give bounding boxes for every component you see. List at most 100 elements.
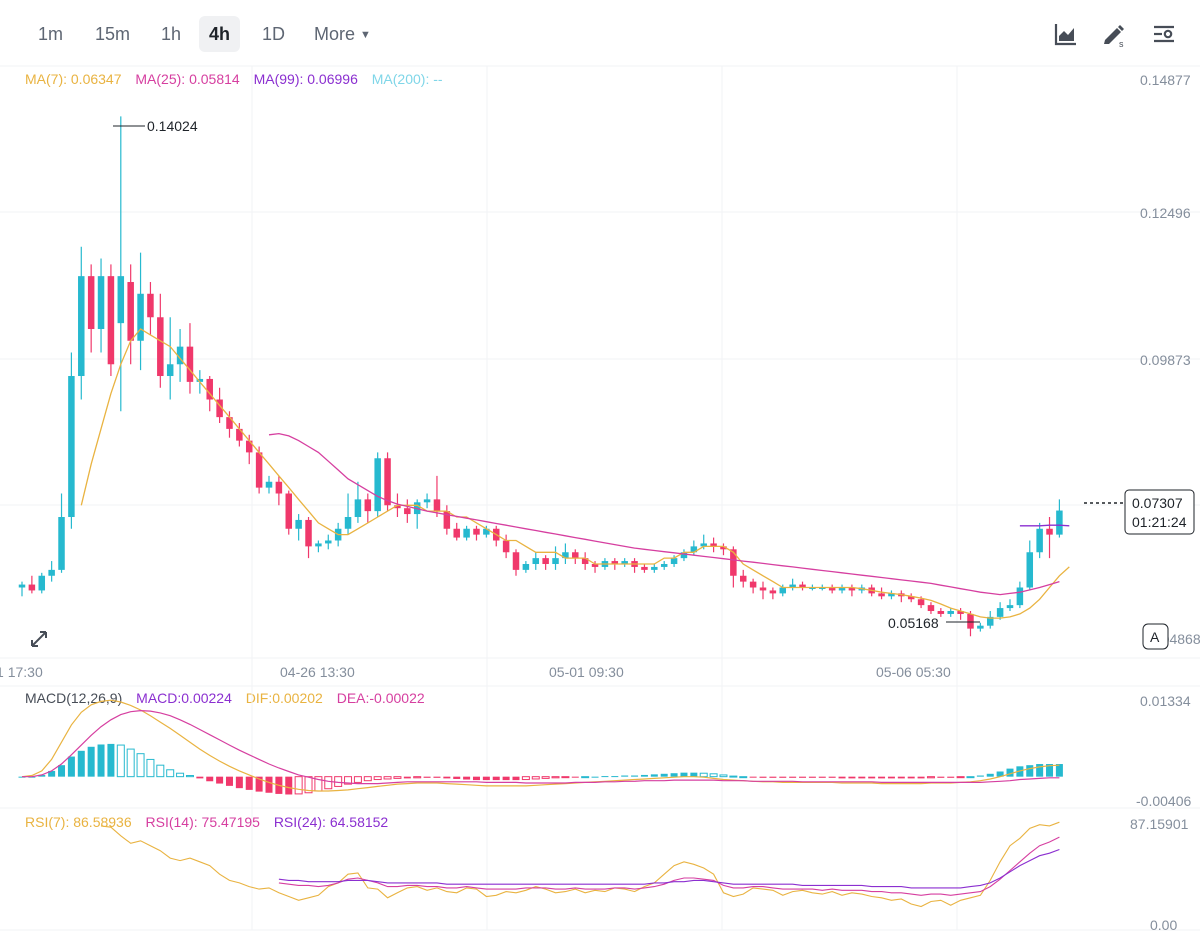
- macd-histogram-bar: [87, 746, 95, 777]
- candle-body: [502, 540, 510, 553]
- legend-ma99: MA(99): 0.06996: [253, 71, 358, 87]
- candle-body: [216, 399, 223, 418]
- chart-style-icon[interactable]: [1052, 20, 1080, 48]
- macd-histogram-bar: [868, 776, 876, 779]
- macd-histogram-bar: [571, 776, 579, 778]
- candle-body: [285, 493, 293, 529]
- candle-body: [591, 564, 599, 567]
- candle-body: [38, 575, 46, 591]
- timeframe-4h[interactable]: 4h: [199, 16, 241, 52]
- macd-histogram-bar: [759, 776, 767, 778]
- macd-histogram-bar: [976, 775, 984, 777]
- candle: [898, 590, 905, 603]
- candle: [68, 352, 75, 529]
- macd-histogram-bar: [413, 776, 422, 779]
- fullscreen-icon[interactable]: [24, 622, 56, 654]
- candle-body: [433, 499, 441, 512]
- auto-scale-label: A: [1150, 629, 1160, 645]
- low-marker-label: 0.05168: [888, 615, 939, 631]
- candle: [591, 561, 599, 573]
- macd-histogram-bar: [907, 776, 915, 779]
- candle: [58, 493, 65, 573]
- legend-ma200: MA(200): --: [371, 71, 443, 87]
- toolbar: 1m 15m 1h 4h 1D More ▼ s: [0, 0, 1200, 66]
- timeframe-15m[interactable]: 15m: [95, 24, 131, 44]
- candle-body: [749, 581, 757, 588]
- candle-body: [581, 558, 589, 565]
- macd-histogram-bar: [423, 776, 431, 778]
- timeframe-1m[interactable]: 1m: [38, 24, 64, 44]
- macd-histogram-bar: [107, 743, 115, 777]
- candle-body: [295, 519, 302, 529]
- rsi-label-top: 87.15901: [1130, 816, 1189, 832]
- candle: [117, 116, 125, 412]
- draw-icon[interactable]: s: [1100, 20, 1128, 48]
- candle-body: [977, 625, 984, 629]
- macd-histogram-bar: [1026, 765, 1034, 777]
- macd-histogram-bar: [611, 776, 619, 778]
- macd-histogram-bar: [680, 772, 688, 777]
- candle: [641, 564, 648, 573]
- macd-histogram-bar: [383, 776, 392, 780]
- macd-histogram-bar: [393, 776, 402, 779]
- candle: [1006, 599, 1014, 612]
- macd-histogram-bar: [808, 776, 816, 778]
- timeframe-1h[interactable]: 1h: [161, 24, 182, 44]
- legend-macd-value: MACD:0.00224: [136, 690, 232, 706]
- candle-body: [878, 593, 885, 597]
- macd-histogram-bar: [926, 776, 935, 779]
- candle: [502, 534, 510, 559]
- legend-ma25: MA(25): 0.05814: [135, 71, 240, 87]
- candle-body: [28, 584, 36, 591]
- legend-rsi24: RSI(24): 64.58152: [273, 814, 389, 830]
- macd-histogram-bar: [541, 776, 550, 779]
- rsi24-line: [278, 848, 1060, 889]
- macd-histogram-bar: [185, 775, 194, 778]
- macd-histogram-bar: [749, 776, 757, 778]
- candle: [532, 552, 540, 570]
- candle: [315, 540, 322, 553]
- macd-histogram-bar: [502, 776, 510, 781]
- candle-body: [394, 505, 401, 509]
- macd-histogram-bar: [709, 773, 718, 778]
- macd-histogram-bar: [453, 776, 461, 779]
- candle-body: [621, 561, 628, 565]
- legend-rsi14: RSI(14): 75.47195: [145, 814, 260, 830]
- candle-body: [344, 517, 352, 529]
- candle: [651, 564, 658, 573]
- candle: [789, 578, 796, 591]
- legend-ma7: MA(7): 0.06347: [25, 71, 122, 87]
- settings-icon[interactable]: [1150, 20, 1178, 48]
- candle-body: [107, 276, 115, 365]
- candle-body: [1006, 605, 1014, 609]
- candle-body: [542, 558, 549, 565]
- candle: [404, 499, 411, 523]
- macd-histogram-bar: [996, 771, 1004, 777]
- candle: [423, 493, 431, 509]
- legend-dif: DIF:0.00202: [245, 690, 323, 706]
- timeframe-1d[interactable]: 1D: [262, 24, 286, 44]
- macd-histogram-bar: [848, 776, 856, 779]
- candle: [749, 578, 757, 594]
- auto-scale-button[interactable]: A: [1142, 623, 1169, 650]
- macd-histogram-bar: [136, 753, 145, 778]
- macd-histogram-bar: [947, 776, 955, 778]
- macd-histogram-bar: [294, 776, 303, 795]
- candle-body: [512, 552, 520, 570]
- price-label-3: 0.09873: [1140, 352, 1191, 368]
- ma-lines: [80, 328, 1070, 619]
- high-marker-label: 0.14024: [147, 118, 198, 134]
- grid: [0, 65, 1200, 931]
- candle-body: [127, 282, 134, 341]
- candle-body: [838, 587, 846, 591]
- timeframe-more[interactable]: More ▼: [304, 16, 381, 52]
- candle-body: [680, 552, 688, 559]
- macd-histogram-bar: [463, 776, 471, 780]
- candle-body: [1016, 587, 1024, 606]
- macd-histogram-bar: [126, 748, 135, 778]
- candle: [137, 252, 144, 371]
- rsi7-line: [100, 821, 1060, 908]
- macd-histogram-bar: [196, 776, 204, 779]
- candle: [562, 543, 569, 565]
